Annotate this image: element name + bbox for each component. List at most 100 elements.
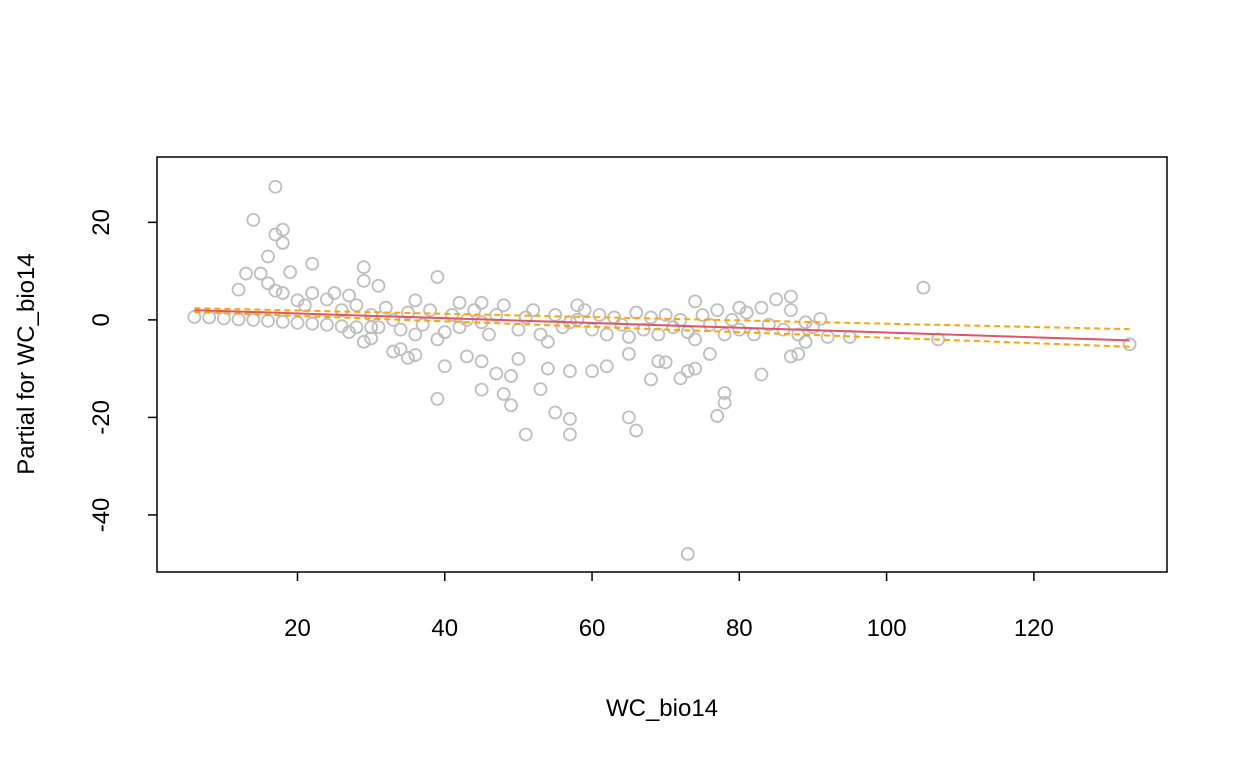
point <box>430 332 445 347</box>
y-tick-label: -40 <box>88 498 115 533</box>
fit-line <box>194 307 1130 331</box>
fit-line <box>194 309 1130 342</box>
point <box>695 308 710 322</box>
point <box>511 322 526 337</box>
point <box>783 303 798 318</box>
point <box>275 286 290 300</box>
point <box>290 315 305 330</box>
point <box>364 331 379 346</box>
point <box>342 325 356 339</box>
point <box>732 300 747 315</box>
point <box>820 330 835 344</box>
y-tick-label: 0 <box>88 313 115 326</box>
point <box>268 179 283 194</box>
point <box>518 427 533 442</box>
point <box>747 327 761 342</box>
point <box>474 295 489 310</box>
point <box>540 361 555 376</box>
point <box>533 327 548 342</box>
point <box>378 300 393 315</box>
point <box>408 293 423 308</box>
point <box>386 344 401 359</box>
point <box>504 398 518 413</box>
fit-line <box>194 311 1130 348</box>
point <box>275 235 290 250</box>
x-tick-label: 40 <box>431 615 458 642</box>
point <box>261 276 275 291</box>
point <box>563 427 577 442</box>
point <box>658 308 673 322</box>
point <box>216 311 231 326</box>
point <box>739 305 754 320</box>
point <box>526 303 541 318</box>
point <box>585 364 599 378</box>
point <box>496 387 511 401</box>
point <box>783 289 798 304</box>
point <box>437 359 452 374</box>
point <box>430 270 445 284</box>
point <box>585 322 599 337</box>
point <box>393 322 408 337</box>
point <box>761 317 776 332</box>
point <box>415 317 430 332</box>
point <box>452 320 467 335</box>
point <box>666 320 680 335</box>
point <box>599 327 614 342</box>
point <box>504 369 518 383</box>
point <box>916 280 931 295</box>
point <box>688 361 703 376</box>
point <box>253 266 268 281</box>
point <box>474 382 489 397</box>
y-axis-label: Partial for WC_bio14 <box>13 253 40 474</box>
point <box>489 366 504 381</box>
point <box>268 227 283 242</box>
point <box>629 423 644 438</box>
point <box>533 382 548 397</box>
point <box>511 351 526 366</box>
point <box>798 334 813 349</box>
point <box>813 312 828 326</box>
point <box>717 386 732 400</box>
point <box>231 282 246 297</box>
y-tick-label: -20 <box>88 400 115 435</box>
point <box>621 330 636 344</box>
point <box>371 278 386 293</box>
point <box>290 293 305 308</box>
point <box>356 273 371 288</box>
point <box>563 364 577 378</box>
point <box>231 312 246 327</box>
plot-box <box>156 156 1168 573</box>
point <box>261 313 275 328</box>
point <box>496 298 511 313</box>
x-axis-label: WC_bio14 <box>606 695 718 722</box>
point <box>320 292 334 307</box>
point <box>268 283 283 298</box>
point <box>540 334 555 349</box>
point <box>548 405 563 420</box>
point <box>327 286 342 300</box>
point <box>769 292 784 307</box>
point <box>680 364 695 378</box>
point <box>732 322 747 337</box>
point <box>305 286 320 300</box>
point <box>548 308 563 322</box>
point <box>658 355 673 370</box>
point <box>680 325 695 339</box>
point <box>702 347 717 361</box>
point <box>239 266 253 281</box>
point <box>474 354 489 369</box>
point <box>246 213 261 227</box>
point <box>283 265 298 279</box>
point <box>334 303 349 318</box>
point <box>261 249 275 264</box>
point <box>356 334 371 349</box>
point <box>305 316 320 331</box>
point <box>592 308 607 322</box>
point <box>393 342 408 357</box>
x-tick-label: 100 <box>867 615 907 642</box>
point <box>342 288 356 303</box>
point <box>791 347 806 361</box>
point <box>710 409 725 423</box>
point <box>680 547 695 561</box>
